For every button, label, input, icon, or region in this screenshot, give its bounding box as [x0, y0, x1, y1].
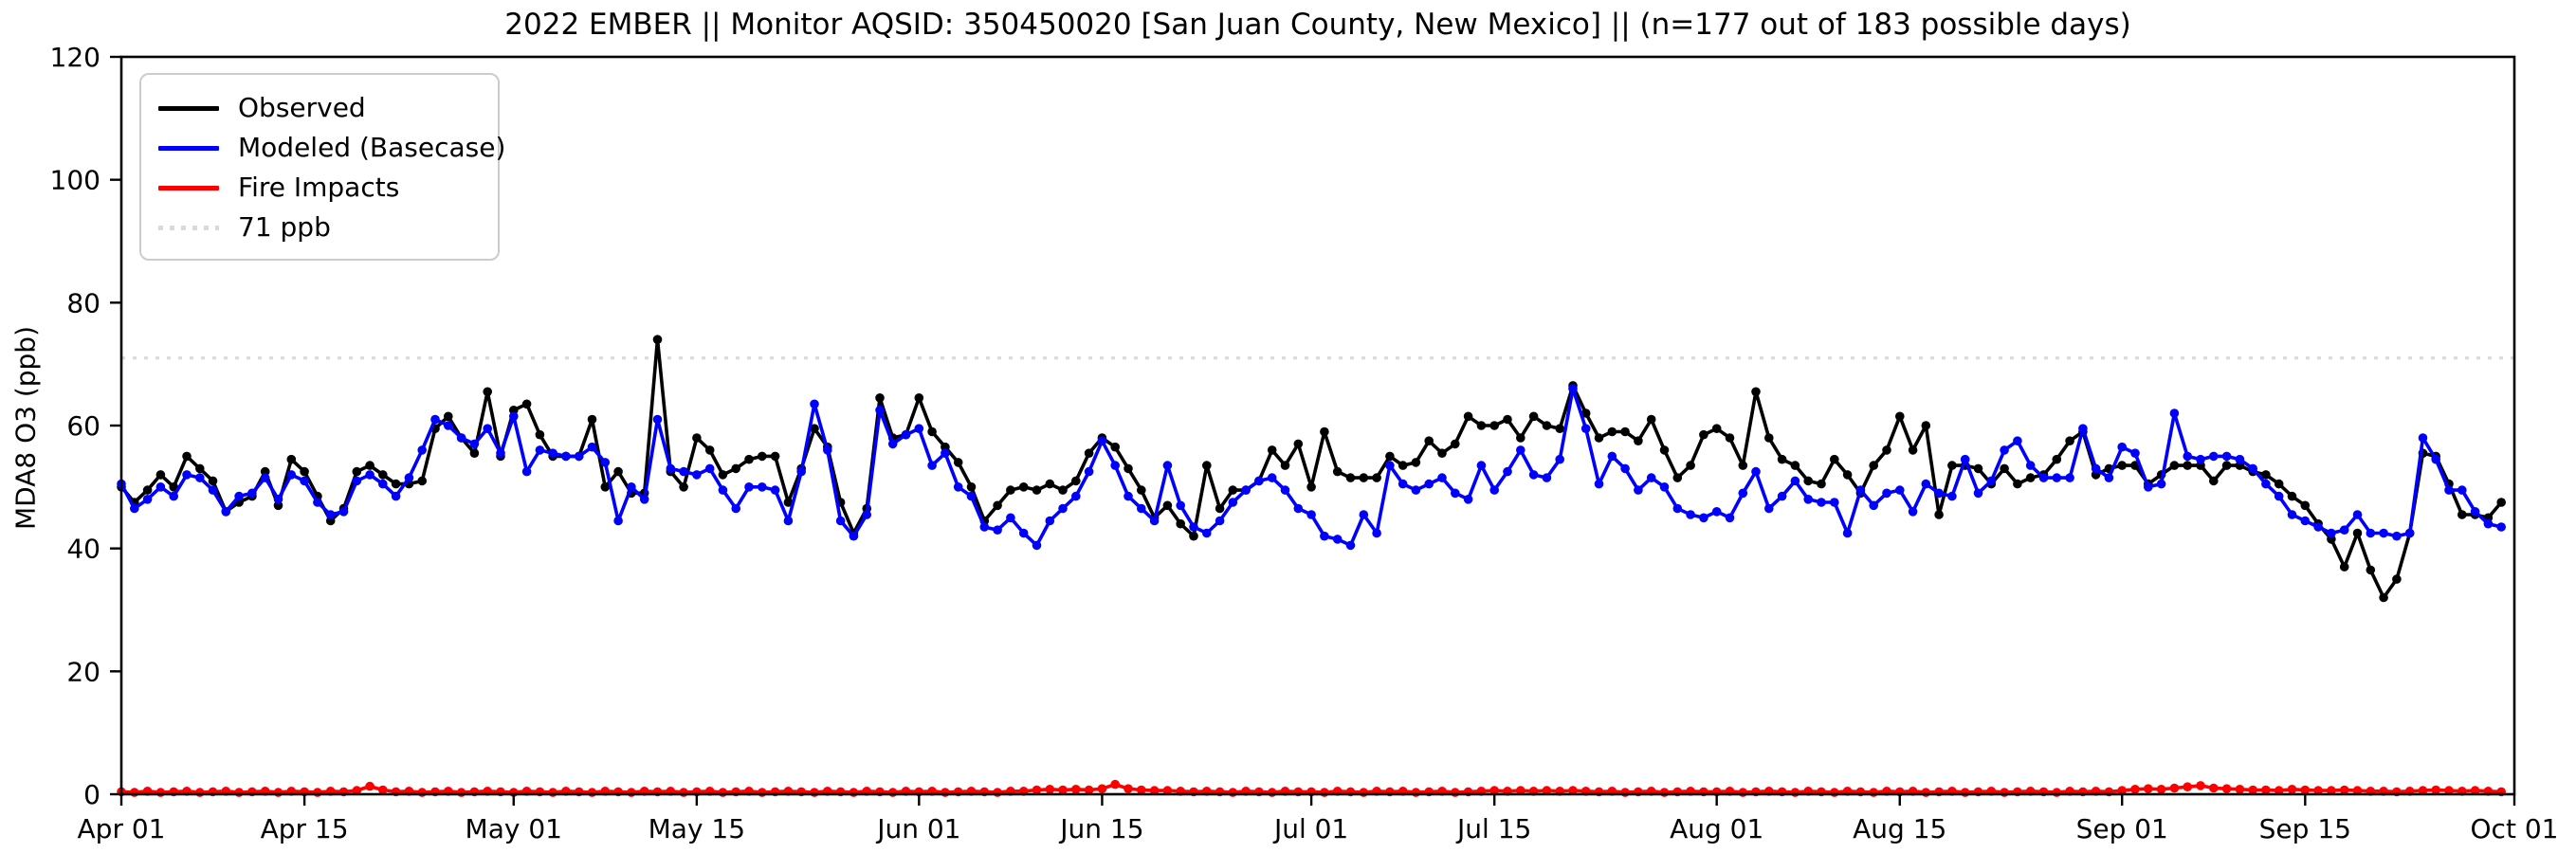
y-tick-label: 100 — [50, 165, 100, 196]
modeled-line-icon — [158, 145, 219, 151]
legend-label-observed: Observed — [238, 92, 366, 123]
legend: Observed Modeled (Basecase) Fire Impacts… — [139, 73, 505, 261]
y-tick-label: 80 — [66, 287, 100, 318]
legend-item-observed: Observed — [158, 88, 481, 128]
legend-item-modeled: Modeled (Basecase) — [158, 128, 505, 168]
x-tick-label: Aug 15 — [1853, 813, 1946, 844]
series-modeled-basecase — [117, 384, 2506, 551]
x-tick-label: May 15 — [649, 813, 745, 844]
series-observed-line — [119, 337, 2503, 600]
chart-title: 2022 EMBER || Monitor AQSID: 350450020 [… — [504, 8, 2131, 42]
x-tick-label: Aug 01 — [1670, 813, 1763, 844]
y-tick-label: 60 — [66, 410, 100, 442]
legend-label-fire-impacts: Fire Impacts — [238, 172, 400, 203]
legend-label-modeled: Modeled (Basecase) — [238, 132, 506, 163]
legend-item-71ppb: 71 ppb — [158, 208, 481, 247]
x-tick-label: Jun 15 — [1058, 813, 1143, 844]
series-modeled-basecase-line — [119, 387, 2502, 548]
x-tick-label: Jun 01 — [875, 813, 960, 844]
legend-label-71ppb: 71 ppb — [238, 211, 331, 243]
y-tick-label: 0 — [83, 779, 100, 810]
x-tick-label: May 01 — [466, 813, 562, 844]
x-tick-label: Sep 01 — [2076, 813, 2168, 844]
x-tick-label: Jul 15 — [1455, 813, 1531, 844]
x-tick-label: Jul 01 — [1272, 813, 1348, 844]
series-observed — [117, 335, 2506, 603]
y-tick-label: 120 — [50, 42, 100, 73]
legend-item-fire-impacts: Fire Impacts — [158, 168, 481, 208]
y-tick-label: 40 — [66, 534, 100, 565]
x-tick-label: Apr 15 — [261, 813, 349, 844]
x-tick-label: Sep 15 — [2259, 813, 2351, 844]
y-tick-label: 20 — [66, 656, 100, 687]
threshold-dotted-line-icon — [158, 225, 219, 230]
observed-line-icon — [158, 105, 219, 111]
x-tick-label: Apr 01 — [78, 813, 166, 844]
fire-impacts-line-icon — [158, 185, 219, 191]
x-tick-label: Oct 01 — [2471, 813, 2559, 844]
